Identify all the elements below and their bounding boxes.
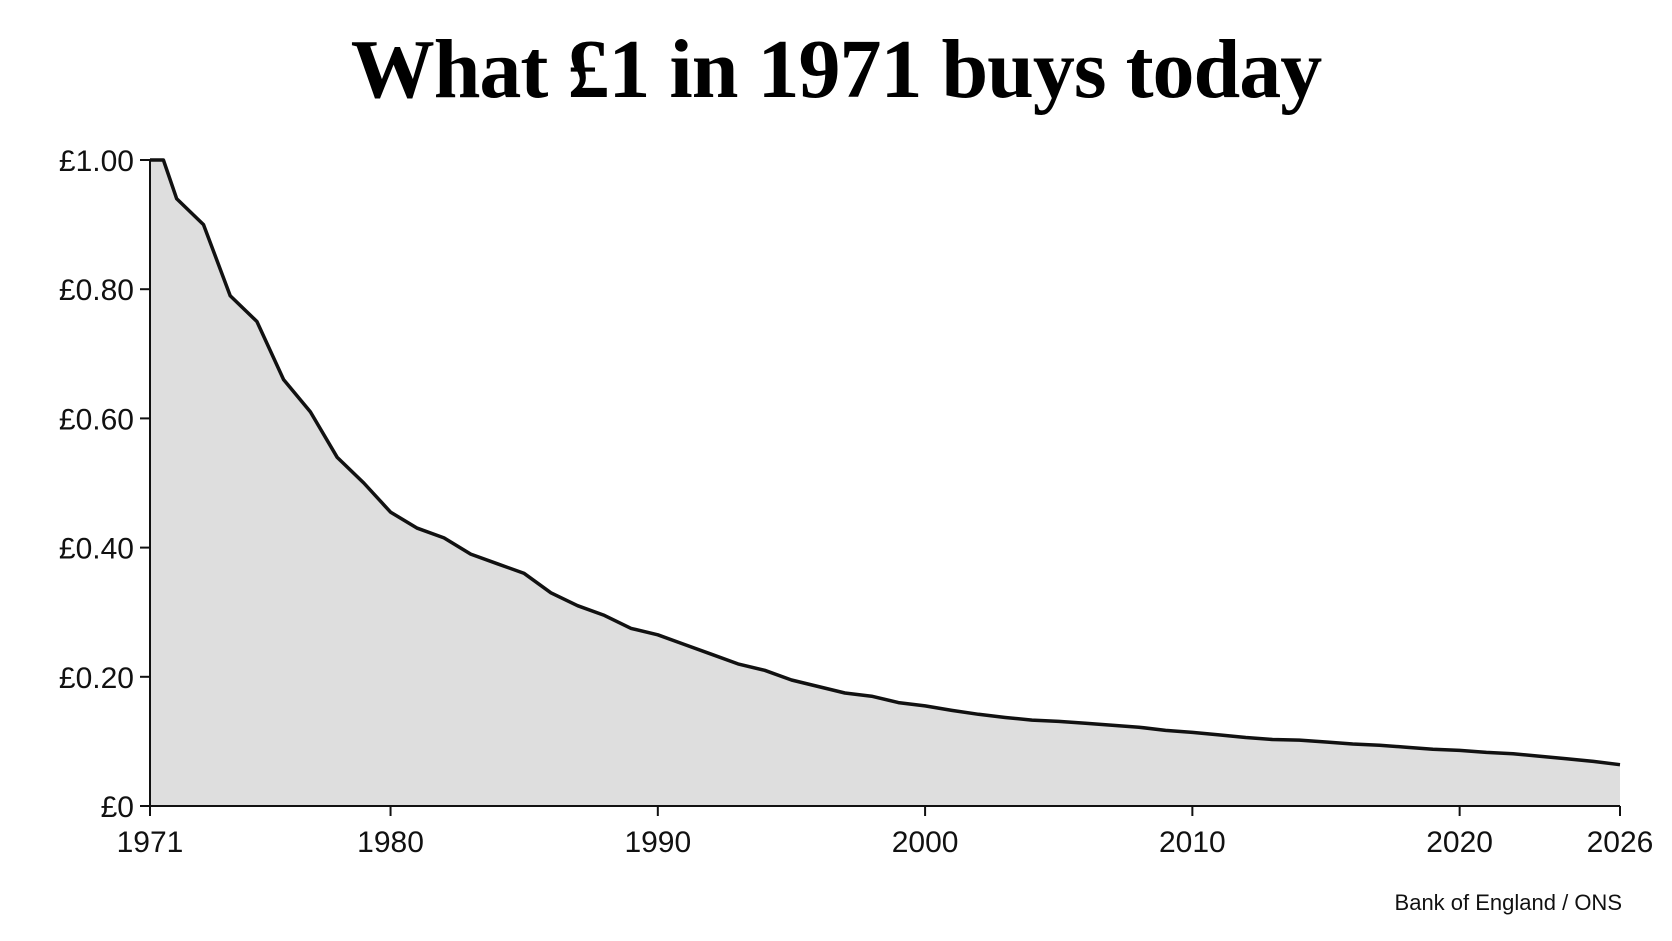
y-ticks: £0 £0.20 £0.40 £0.60 £0.80 £1.00 bbox=[59, 145, 150, 824]
chart-title: What £1 in 1971 buys today bbox=[350, 23, 1323, 116]
x-tick-label: 2026 bbox=[1587, 826, 1654, 859]
y-tick-label: £1.00 bbox=[59, 145, 134, 178]
x-tick-label: 2010 bbox=[1159, 826, 1226, 859]
x-tick-label: 2000 bbox=[892, 826, 959, 859]
x-tick-label: 1990 bbox=[624, 826, 691, 859]
y-tick-label: £0.60 bbox=[59, 403, 134, 436]
x-tick-label: 2020 bbox=[1426, 826, 1493, 859]
x-tick-label: 1971 bbox=[117, 826, 184, 859]
y-tick-label: £0.80 bbox=[59, 274, 134, 307]
x-ticks: 1971 1980 1990 2000 2010 2020 2026 bbox=[117, 806, 1654, 859]
area-fill bbox=[150, 160, 1620, 806]
source-note: Bank of England / ONS bbox=[1394, 890, 1622, 915]
y-tick-label: £0.20 bbox=[59, 662, 134, 695]
y-tick-label: £0 bbox=[101, 791, 134, 824]
series-line bbox=[150, 158, 1621, 767]
y-tick-label: £0.40 bbox=[59, 533, 134, 566]
x-tick-label: 1980 bbox=[357, 826, 424, 859]
